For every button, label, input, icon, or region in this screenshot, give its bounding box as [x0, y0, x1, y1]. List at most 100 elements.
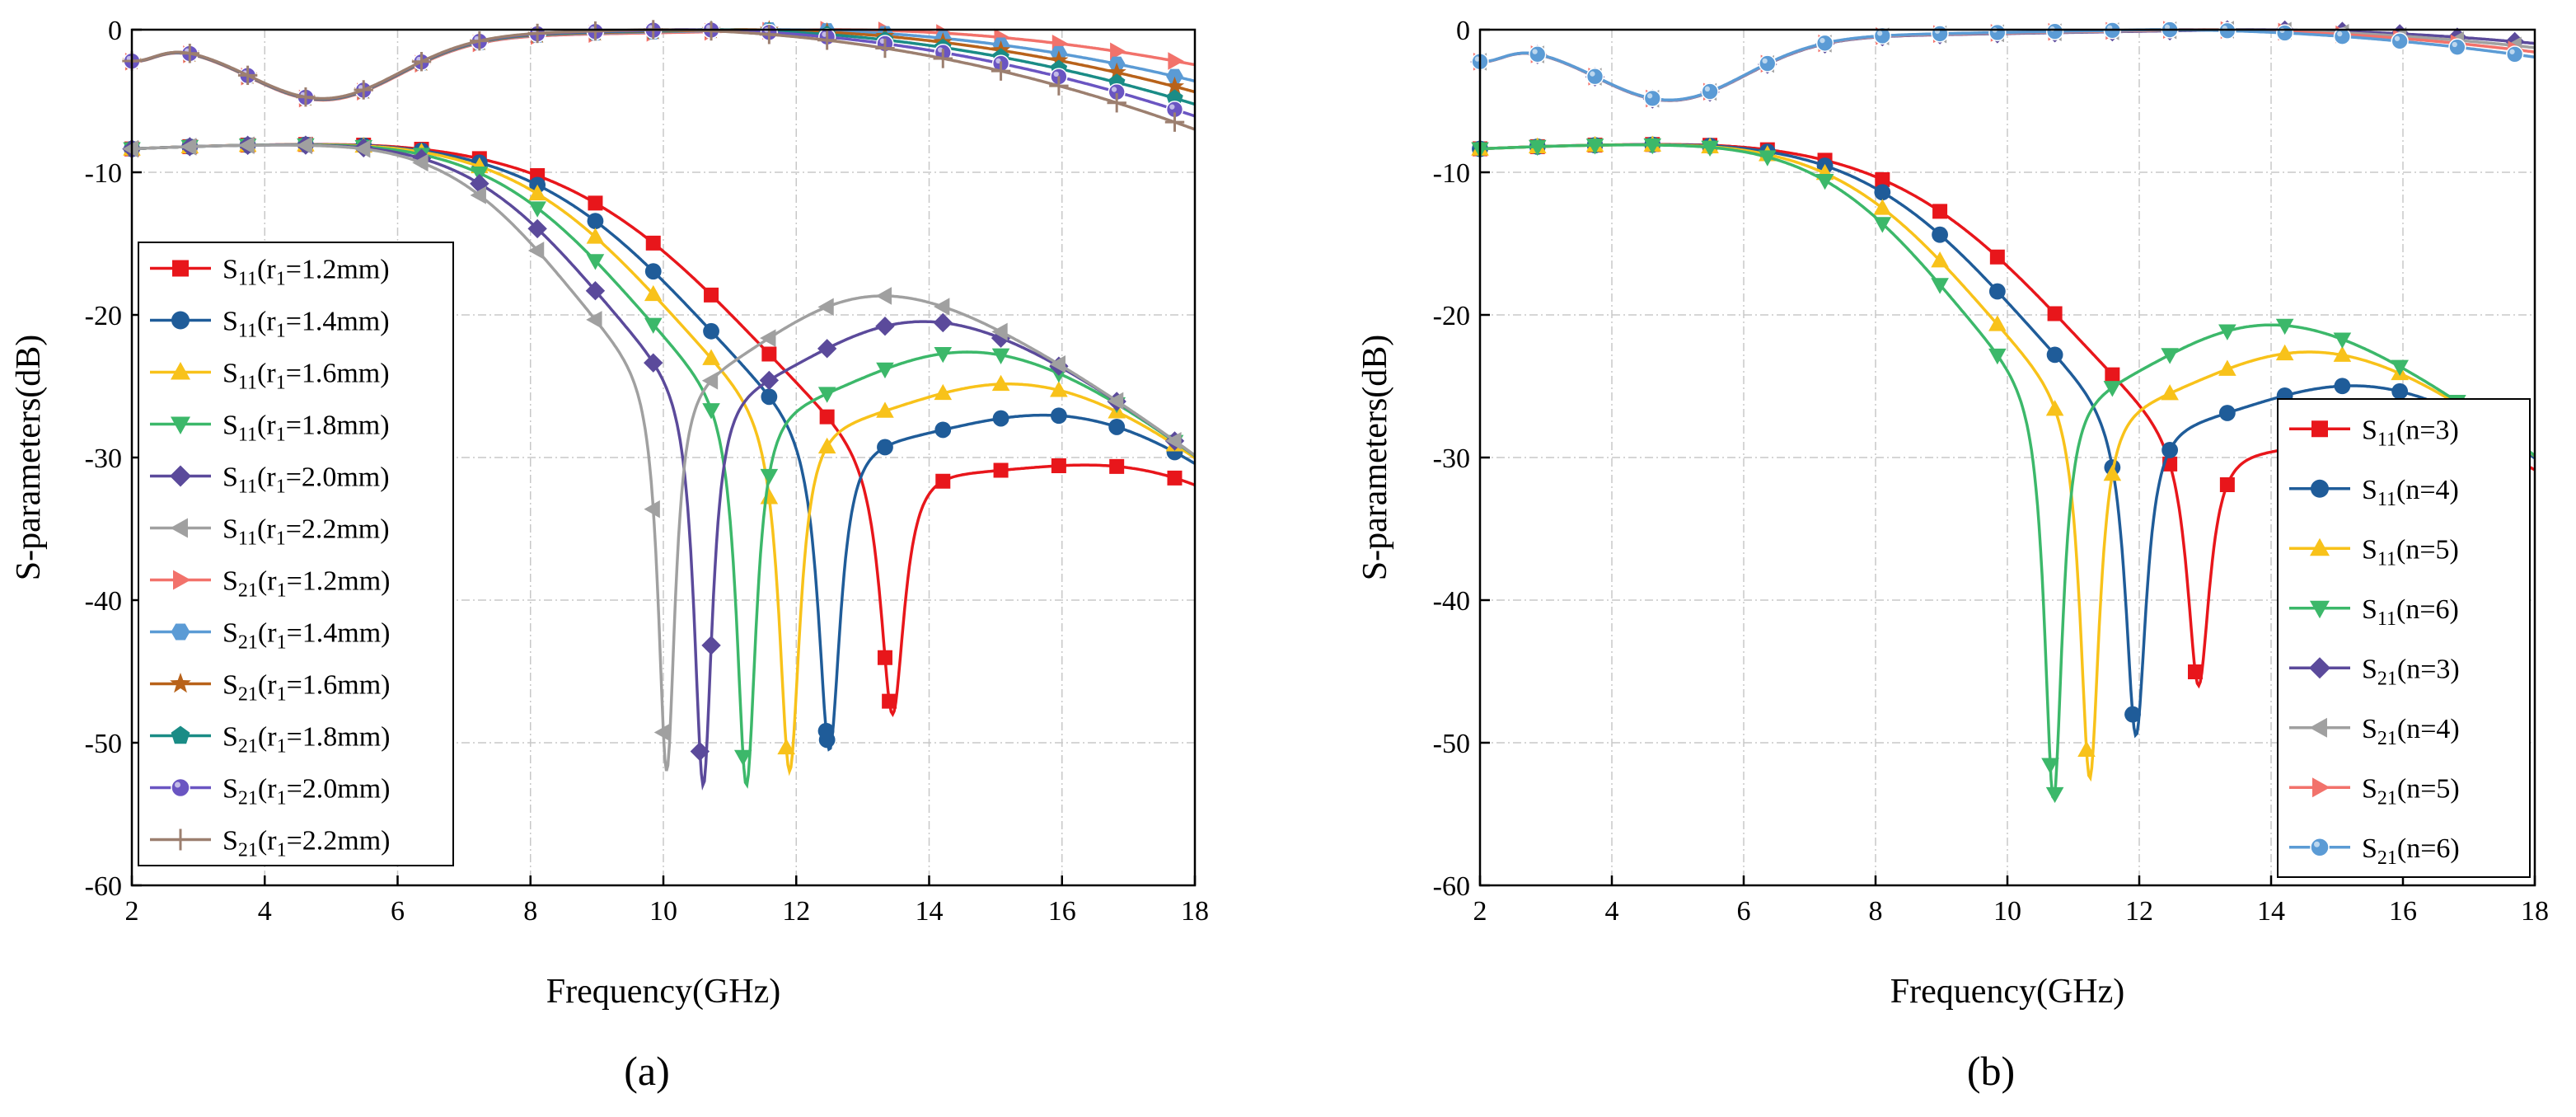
data-point — [2275, 24, 2294, 42]
legend-subscript: 1 — [277, 580, 287, 602]
legend-marker — [171, 777, 190, 798]
y-tick-label: -50 — [85, 729, 122, 759]
legend-label: S11(n=5) — [2362, 534, 2459, 570]
legend-text: S — [222, 670, 238, 701]
data-point — [991, 61, 1011, 81]
data-point-highlight — [2337, 31, 2343, 37]
legend-label: S21(n=5) — [2362, 773, 2460, 809]
data-point — [876, 362, 894, 379]
legend-text: (r — [257, 359, 276, 389]
data-point — [354, 80, 373, 100]
data-point — [1873, 217, 1892, 233]
legend-subscript: 11 — [238, 425, 257, 446]
legend-subscript: 1 — [276, 425, 286, 446]
legend-label: S11(n=4) — [2362, 475, 2459, 510]
legend-text: S — [222, 307, 238, 337]
data-point — [528, 184, 546, 201]
legend-text: S — [222, 774, 238, 805]
legend: S11(n=3)S11(n=4)S11(n=5)S11(n=6)S21(n=3)… — [2277, 398, 2531, 878]
legend-label: S21(r1=1.6mm) — [222, 670, 390, 706]
legend-item: S11(n=6) — [2289, 594, 2459, 630]
legend-subscript: 11 — [2377, 548, 2396, 570]
panel-b-chart: 2 4 6 8 10 12 14 16 18 0 -10 -20 -30 -40 -50 -60 Frequen… — [1356, 16, 2549, 1094]
x-tick-label: 2 — [1473, 896, 1487, 927]
data-point — [2333, 27, 2352, 45]
legend-text: S — [222, 411, 238, 441]
data-point — [527, 242, 545, 260]
legend-item: S21(r1=1.6mm) — [150, 670, 390, 706]
data-point — [934, 298, 950, 316]
y-tick-label: -50 — [1433, 729, 1470, 759]
legend-subscript: 1 — [277, 788, 287, 810]
series-group — [1470, 20, 2536, 804]
data-point — [991, 348, 1010, 365]
x-tick-label: 12 — [782, 896, 810, 927]
data-point — [777, 738, 795, 755]
data-point — [1989, 249, 2005, 265]
y-tick-label: -20 — [1433, 301, 1470, 331]
data-point — [2124, 706, 2141, 723]
x-tick-label: 6 — [1737, 896, 1751, 927]
legend-subscript: 1 — [276, 476, 286, 498]
data-point — [644, 353, 663, 373]
data-point — [761, 346, 777, 362]
legend-label: S11(r1=2.0mm) — [222, 462, 390, 498]
data-point — [1107, 392, 1124, 411]
data-point — [2391, 32, 2409, 50]
y-axis-label: S-parameters(dB) — [1356, 335, 1394, 581]
legend-marker — [2310, 600, 2330, 619]
x-tick-label: 8 — [1869, 896, 1883, 927]
data-point — [588, 195, 603, 211]
legend-item: S21(r1=1.2mm) — [150, 566, 390, 602]
data-point — [993, 462, 1009, 478]
legend-text: S — [222, 255, 238, 285]
legend-text: =1.2mm) — [287, 566, 391, 597]
data-point-highlight — [2509, 49, 2515, 54]
data-point — [1932, 226, 1948, 243]
legend-box — [138, 242, 454, 866]
data-point — [1643, 138, 1662, 155]
data-point — [934, 421, 952, 439]
legend-item: S21(r1=1.4mm) — [150, 618, 390, 654]
data-point — [701, 21, 721, 41]
data-point — [701, 636, 721, 655]
data-point — [934, 383, 953, 401]
data-point — [1875, 171, 1890, 187]
data-point — [2103, 381, 2122, 397]
data-point-highlight — [1590, 71, 1595, 77]
legend-subscript: 11 — [2377, 429, 2396, 450]
x-tick-label: 4 — [1605, 896, 1619, 927]
data-point-highlight — [1762, 58, 1768, 64]
legend-text: S — [222, 359, 238, 389]
data-point — [237, 65, 258, 86]
legend-text: (r — [257, 514, 276, 545]
legend-text: =1.6mm) — [287, 670, 391, 701]
data-point — [2045, 22, 2064, 40]
y-tick-label: -40 — [1433, 586, 1470, 617]
data-point — [759, 370, 780, 391]
data-point — [238, 136, 255, 155]
data-point — [354, 139, 371, 158]
data-point-highlight — [2164, 24, 2171, 31]
legend-marker — [170, 673, 191, 693]
data-point — [1585, 138, 1604, 155]
data-point — [2391, 359, 2409, 376]
data-point — [1529, 45, 1547, 63]
data-point — [2188, 664, 2203, 680]
x-tick-label: 18 — [2521, 896, 2549, 927]
data-point — [1874, 184, 1891, 201]
axes: 2 4 6 8 10 12 14 16 18 0 -10 -20 -30 -40 -50 -60 — [1433, 16, 2549, 927]
data-point — [935, 473, 951, 489]
legend-text: =2.2mm) — [286, 514, 390, 545]
legend-text: (r — [258, 722, 277, 753]
data-point — [817, 722, 835, 739]
legend-text: =1.2mm) — [286, 255, 390, 285]
legend-subscript: 21 — [238, 632, 258, 654]
legend-marker — [2311, 479, 2329, 498]
series-group — [122, 20, 1197, 791]
legend-item: S21(n=5) — [2289, 773, 2460, 809]
data-point — [2045, 786, 2064, 804]
legend-subscript: 21 — [2377, 728, 2397, 749]
legend-text: (r — [257, 462, 276, 493]
